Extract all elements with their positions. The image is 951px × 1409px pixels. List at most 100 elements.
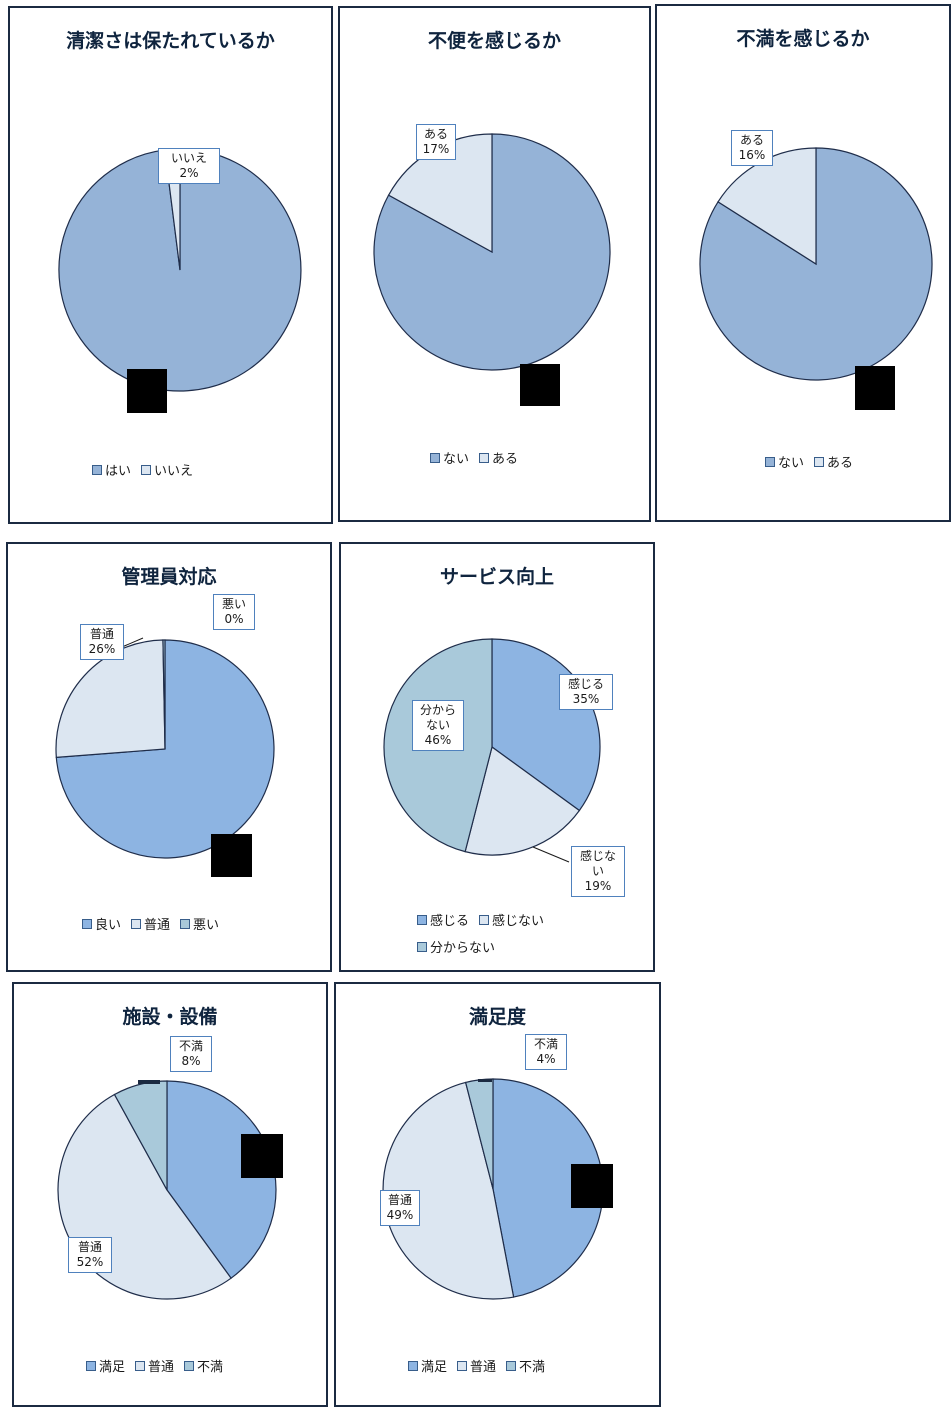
redaction-block xyxy=(241,1134,283,1178)
legend-swatch xyxy=(141,464,152,475)
chart-panel-1: 清潔さは保たれているかいいえ 2% はい いいえ xyxy=(8,6,333,524)
data-label: ある 16% xyxy=(731,130,773,166)
legend-label: ある xyxy=(827,456,854,471)
data-label: 悪い 0% xyxy=(213,594,255,630)
chart-title: 施設・設備 xyxy=(122,1006,218,1028)
chart-panel-5: サービス向上 感じる 35% 感じない 19% 分からない 46% 感じる 感じない 分からない xyxy=(339,542,655,972)
chart-legend: ない ある xyxy=(430,448,630,467)
data-label: 感じる 35% xyxy=(559,674,613,710)
legend-swatch xyxy=(457,1360,468,1371)
data-label-category: 不満 xyxy=(178,1039,203,1053)
legend-label: 分からない xyxy=(430,941,496,956)
chart-panel-3: 不満を感じるかある 16% ない ある xyxy=(655,4,951,522)
chart-legend: 良い 普通 悪い xyxy=(82,914,322,933)
legend-label: 満足 xyxy=(421,1360,448,1375)
data-label: 普通 52% xyxy=(68,1237,112,1273)
data-label-category: いいえ xyxy=(170,151,207,165)
legend-swatch xyxy=(135,1360,146,1371)
legend-label: 良い xyxy=(95,918,122,933)
legend-swatch xyxy=(765,456,775,467)
chart-panel-2: 不便を感じるか ある 17% ない ある xyxy=(338,6,651,522)
legend-swatch xyxy=(417,941,427,952)
data-label-category: 悪い xyxy=(221,597,246,611)
data-label-value: 52% xyxy=(76,1255,104,1269)
redaction-block xyxy=(211,834,252,877)
data-label-value: 46% xyxy=(424,733,452,747)
legend-item: 不満 xyxy=(184,1356,223,1375)
pie-slice-悪い xyxy=(162,639,166,750)
pie-chart xyxy=(55,637,275,859)
data-label: 普通 49% xyxy=(380,1190,420,1226)
data-label: 不満 4% xyxy=(525,1034,567,1070)
redaction-block xyxy=(520,364,560,406)
legend-item: ない xyxy=(765,452,804,471)
legend-item: 分からない xyxy=(417,937,495,956)
data-label: ある 17% xyxy=(416,124,456,160)
legend-label: 普通 xyxy=(148,1360,175,1375)
legend-item: 満足 xyxy=(408,1356,447,1375)
legend-swatch xyxy=(479,452,490,463)
legend-label: はい xyxy=(105,464,132,479)
chart-legend: 満足 普通 不満 xyxy=(408,1356,628,1375)
legend-item: ある xyxy=(814,452,853,471)
data-label-category: ある xyxy=(423,127,448,141)
chart-legend: 感じる 感じない分からない xyxy=(417,910,617,956)
chart-panel-7: 満足度 普通 49% 不満 4% 満足 普通 不満 xyxy=(334,982,661,1407)
marker-bar xyxy=(478,1079,492,1082)
data-label-value: 4% xyxy=(536,1052,556,1066)
legend-swatch xyxy=(184,1360,195,1371)
data-label: 普通 26% xyxy=(80,624,124,660)
pie-slice-普通 xyxy=(55,639,166,759)
legend-item: 感じる xyxy=(417,910,469,929)
legend-swatch xyxy=(814,456,825,467)
legend-label: 感じる xyxy=(430,914,470,929)
pie-chart xyxy=(699,147,933,381)
redaction-block xyxy=(571,1164,613,1208)
data-label: 感じない 19% xyxy=(571,846,625,897)
legend-item: 不満 xyxy=(506,1356,545,1375)
legend-label: 悪い xyxy=(193,918,220,933)
data-label-value: 17% xyxy=(422,142,450,156)
legend-label: 不満 xyxy=(519,1360,546,1375)
legend-swatch xyxy=(86,1360,96,1371)
legend-item: はい xyxy=(92,460,131,479)
chart-title: 清潔さは保たれているか xyxy=(66,30,275,52)
legend-item: 普通 xyxy=(131,914,170,933)
legend-item: ない xyxy=(430,448,469,467)
legend-label: 満足 xyxy=(99,1360,126,1375)
legend-label: 感じない xyxy=(492,914,545,929)
legend-swatch xyxy=(131,918,142,929)
chart-title: 不満を感じるか xyxy=(736,28,870,50)
legend-label: 普通 xyxy=(470,1360,497,1375)
legend-item: 感じない xyxy=(479,910,544,929)
marker-bar xyxy=(138,1080,160,1084)
data-label-value: 0% xyxy=(224,612,244,626)
data-label-category: ある xyxy=(739,133,764,147)
data-label-category: 感じない xyxy=(579,849,616,878)
data-label-value: 2% xyxy=(179,166,199,180)
legend-swatch xyxy=(430,452,440,463)
pie-chart xyxy=(58,148,302,392)
legend-label: ない xyxy=(778,456,805,471)
data-label: 分からない 46% xyxy=(412,700,464,751)
leader-line xyxy=(121,637,144,648)
legend-swatch xyxy=(479,914,490,925)
legend-swatch xyxy=(408,1360,418,1371)
data-label-category: 分からない xyxy=(419,703,456,732)
legend-swatch xyxy=(506,1360,517,1371)
data-label-value: 49% xyxy=(386,1208,414,1222)
legend-item: 普通 xyxy=(135,1356,174,1375)
redaction-block xyxy=(855,366,895,410)
data-label-category: 普通 xyxy=(387,1193,412,1207)
legend-label: ない xyxy=(443,452,470,467)
chart-title: 不便を感じるか xyxy=(427,30,561,52)
data-label-value: 8% xyxy=(181,1054,201,1068)
chart-title: 管理員対応 xyxy=(121,566,217,588)
legend-item: 普通 xyxy=(457,1356,496,1375)
legend-item: 満足 xyxy=(86,1356,125,1375)
chart-title: 満足度 xyxy=(468,1006,526,1028)
chart-title: サービス向上 xyxy=(439,566,554,588)
legend-swatch xyxy=(92,464,102,475)
legend-swatch xyxy=(82,918,92,929)
data-label: いいえ 2% xyxy=(158,148,220,184)
